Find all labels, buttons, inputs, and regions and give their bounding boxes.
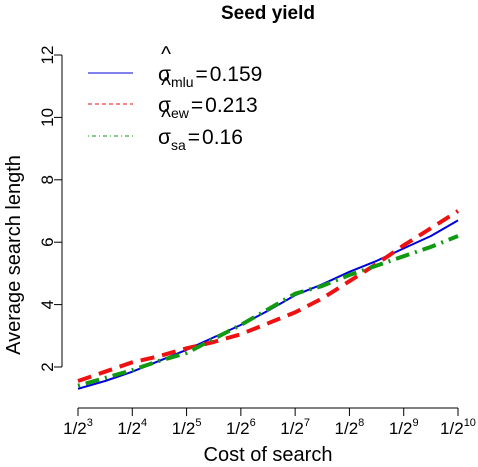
x-tick-label: 1/26 — [226, 417, 256, 438]
x-tick-base: 1/2 — [172, 419, 196, 438]
series-line-sa — [77, 234, 459, 388]
x-tick-exponent: 7 — [304, 417, 310, 429]
legend-subscript: mlu — [171, 74, 194, 90]
x-tick-label: 1/24 — [117, 417, 147, 438]
x-tick-exponent: 9 — [412, 417, 418, 429]
plot-frame — [61, 55, 458, 409]
x-tick-label: 1/210 — [440, 417, 476, 438]
y-tick-label: 4 — [38, 300, 57, 309]
x-tick-exponent: 5 — [195, 417, 201, 429]
x-tick-base: 1/2 — [226, 419, 250, 438]
legend-hat: ^ — [161, 106, 171, 129]
y-tick-label: 2 — [38, 362, 57, 371]
x-axis-label: Cost of search — [204, 444, 333, 466]
x-tick-label: 1/29 — [389, 417, 419, 438]
legend-label-mlu: σmlu=0.159 — [158, 63, 262, 90]
x-tick-label: 1/27 — [280, 417, 310, 438]
legend-equals: = — [188, 126, 200, 149]
x-tick-label: 1/25 — [172, 417, 202, 438]
legend-sigma: σ — [158, 94, 171, 117]
y-tick-label: 10 — [38, 108, 57, 127]
legend-label-sa: σsa=0.16 — [158, 126, 243, 153]
legend-subscript: sa — [171, 137, 186, 153]
legend-subscript: ew — [171, 105, 190, 121]
x-tick-exponent: 8 — [358, 417, 364, 429]
x-tick-base: 1/2 — [280, 419, 304, 438]
legend-hat: ^ — [161, 74, 171, 97]
x-tick-base: 1/2 — [440, 419, 464, 438]
chart-title: Seed yield — [221, 3, 315, 24]
legend-equals: = — [196, 63, 208, 86]
legend-value: 0.213 — [205, 94, 258, 117]
legend-label-ew: σew=0.213 — [158, 94, 258, 121]
x-tick-exponent: 3 — [87, 417, 93, 429]
x-tick-base: 1/2 — [389, 419, 413, 438]
x-tick-label: 1/28 — [335, 417, 365, 438]
legend-hat: ^ — [161, 43, 171, 66]
legend-equals: = — [191, 94, 203, 117]
y-axis-label: Average search length — [3, 155, 25, 355]
x-tick-exponent: 10 — [464, 417, 476, 429]
x-axis-ticks: 1/23 1/24 1/25 1/26 1/27 1/28 1/29 1/210 — [63, 408, 476, 438]
legend: ^σmlu=0.159^σew=0.213^σsa=0.16 — [88, 43, 262, 153]
legend-value: 0.16 — [202, 126, 243, 149]
y-axis-ticks: 2 4 6 8 10 12 — [38, 46, 62, 372]
y-tick-label: 6 — [38, 237, 57, 246]
x-tick-exponent: 6 — [250, 417, 256, 429]
legend-sigma: σ — [158, 63, 171, 86]
y-tick-label: 8 — [38, 175, 57, 184]
x-tick-exponent: 4 — [141, 417, 147, 429]
series-lines — [77, 209, 460, 390]
y-tick-label: 12 — [38, 46, 57, 65]
series-line-ew — [77, 209, 460, 383]
legend-value: 0.159 — [210, 63, 263, 86]
legend-sigma: σ — [158, 126, 171, 149]
x-tick-base: 1/2 — [117, 419, 141, 438]
x-tick-base: 1/2 — [335, 419, 359, 438]
x-tick-label: 1/23 — [63, 417, 93, 438]
x-tick-base: 1/2 — [63, 419, 87, 438]
